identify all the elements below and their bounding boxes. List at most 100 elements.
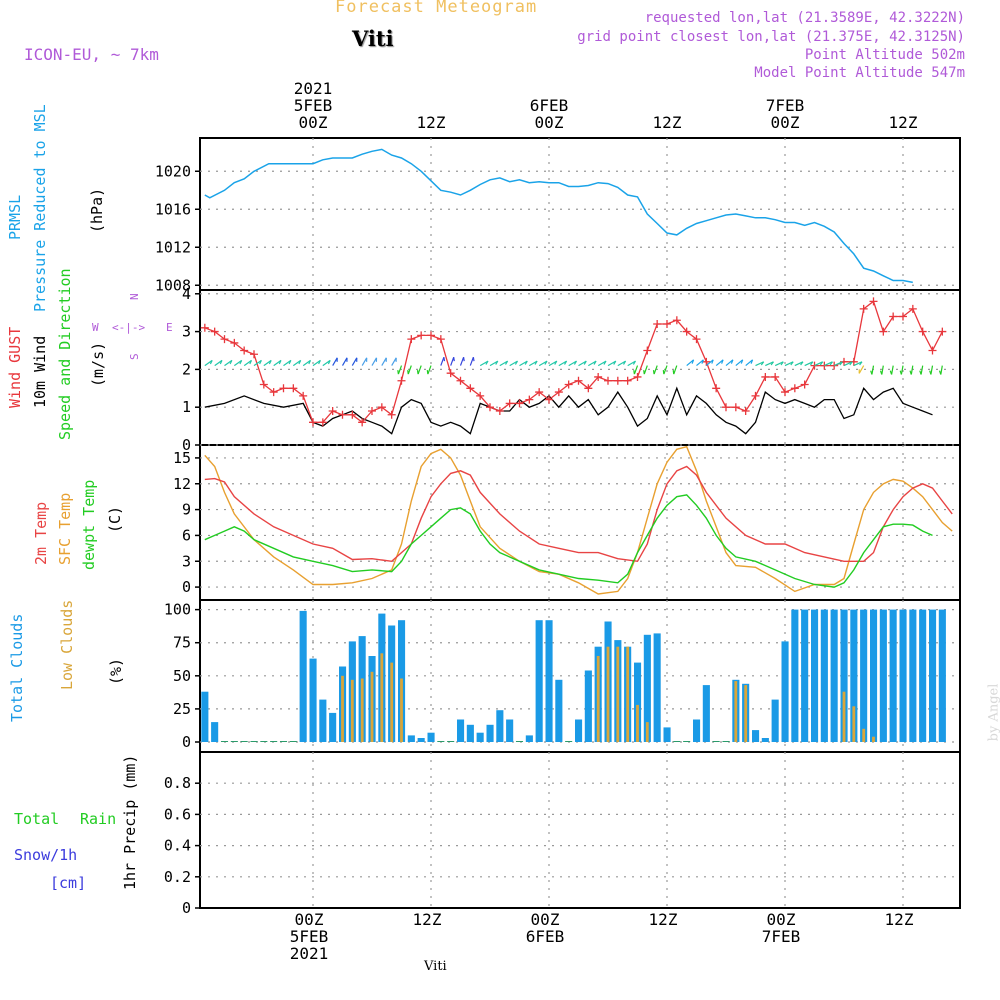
- total-cloud-bar: [702, 685, 710, 742]
- total-cloud-bar: [919, 609, 927, 742]
- data-marks: [200, 148, 960, 909]
- clouds-tick-label: 100: [164, 601, 191, 619]
- wind-direction-arrow: [371, 357, 378, 366]
- time-label-top: 00Z: [771, 113, 800, 132]
- wind-direction-arrowhead: [652, 370, 655, 375]
- gust-marker: [790, 384, 799, 393]
- wind-direction-arrow: [427, 365, 432, 375]
- gust-marker: [495, 406, 504, 415]
- total-cloud-bar: [879, 609, 887, 742]
- wind-direction-arrowhead: [397, 370, 399, 375]
- total-cloud-bar: [752, 730, 760, 742]
- gust-marker: [653, 320, 662, 329]
- total-cloud-bar: [201, 691, 209, 742]
- wind-direction-arrowhead: [472, 357, 475, 362]
- gust-marker: [505, 399, 514, 408]
- wind-direction-arrow: [529, 360, 538, 367]
- wind-direction-arrow: [597, 360, 607, 367]
- wind-direction-arrowhead: [219, 360, 223, 365]
- wind-gust-label: Wind GUST: [6, 327, 24, 408]
- total-cloud-bar: [309, 658, 317, 742]
- low-cloud-bar: [636, 704, 639, 742]
- total-cloud-bar: [889, 609, 897, 742]
- total-cloud-bar: [555, 679, 563, 742]
- gust-marker: [210, 327, 219, 336]
- gust-marker: [417, 331, 426, 340]
- low-cloud-bar: [744, 685, 748, 742]
- gust-marker: [672, 316, 681, 325]
- gust-marker: [604, 376, 612, 385]
- total-cloud-bar: [299, 610, 307, 742]
- precip-panel-frame: [199, 751, 961, 909]
- requested-coords: requested lon,lat (21.3589E, 42.3222N): [644, 10, 965, 26]
- wind-direction-arrowhead: [573, 360, 578, 365]
- low-cloud-bar: [842, 691, 846, 742]
- total-cloud-bar: [565, 741, 573, 742]
- footer-location: Viti: [424, 959, 447, 974]
- wind-direction-arrow: [765, 361, 774, 367]
- gust-marker: [348, 410, 357, 419]
- wind-direction-arrowhead: [919, 370, 922, 375]
- wind-direction-arrow: [509, 360, 518, 367]
- wind-direction-arrowhead: [770, 361, 774, 366]
- compass-n: N: [128, 293, 141, 300]
- wind-direction-arrowhead: [485, 360, 489, 365]
- gust-marker: [928, 346, 937, 355]
- wind-direction-arrowhead: [929, 370, 932, 375]
- wind-direction-arrow: [824, 361, 833, 367]
- time-label-bottom: 00Z: [767, 910, 796, 929]
- wind-direction-arrow: [930, 365, 934, 375]
- wind-direction-arrow: [381, 357, 387, 366]
- gust-marker: [800, 380, 809, 389]
- pressure-tick-label: 1008: [155, 276, 191, 294]
- temp-unit: (C): [106, 506, 124, 533]
- wind-direction-arrow: [871, 365, 875, 375]
- time-label-bottom: 12Z: [413, 910, 442, 929]
- wind-direction-arrow: [735, 359, 744, 367]
- wind-direction-arrow: [833, 361, 843, 367]
- wind-direction-arrow: [696, 359, 704, 367]
- total-cloud-bar: [801, 609, 809, 742]
- wind-direction-arrow: [519, 360, 528, 367]
- wind-direction-arrowhead: [613, 360, 617, 365]
- gust-marker: [751, 391, 760, 400]
- wind-direction-arrowhead: [209, 360, 213, 365]
- wind-direction-arrow: [397, 365, 403, 375]
- total-cloud-bar: [279, 741, 288, 742]
- total-cloud-bar: [407, 735, 415, 742]
- total-cloud-bar: [929, 609, 937, 742]
- gust-marker: [486, 403, 494, 412]
- gust-marker: [613, 376, 622, 385]
- time-label-top: 00Z: [299, 113, 328, 132]
- gust-marker: [564, 380, 573, 389]
- time-label-bottom: 2021: [290, 944, 329, 963]
- total-cloud-bar: [634, 662, 642, 742]
- wind-direction-arrow: [686, 359, 694, 367]
- time-label-bottom: 6FEB: [526, 927, 565, 946]
- gust-marker: [279, 384, 288, 393]
- wind-direction-arrow: [417, 365, 422, 375]
- wind-direction-arrowhead: [239, 360, 243, 365]
- gust-marker: [318, 418, 327, 427]
- total-cloud-bar: [840, 609, 848, 742]
- wind-direction-arrow: [233, 359, 243, 367]
- wind-direction-arrow: [263, 359, 272, 367]
- time-label-bottom: 5FEB: [290, 927, 329, 946]
- legend-total: Total: [14, 810, 59, 828]
- total-cloud-bar: [417, 738, 425, 742]
- low-cloud-bar: [596, 656, 600, 742]
- total-cloud-bar: [457, 719, 465, 742]
- wind-direction-arrow: [725, 359, 734, 367]
- wind-direction-arrow: [558, 360, 567, 367]
- wind-direction-arrow: [784, 361, 794, 367]
- wind-direction-arrowhead: [268, 360, 272, 365]
- total-cloud-bar: [329, 712, 337, 742]
- wind-tick-label: 3: [182, 323, 191, 341]
- wind-direction-arrow: [568, 360, 577, 367]
- gust-marker: [741, 406, 750, 415]
- low-cloud-label: Low Clouds: [58, 600, 76, 690]
- pressure-line: [204, 148, 913, 284]
- gust-marker: [889, 312, 898, 321]
- pressure-unit: (hPa): [88, 188, 106, 233]
